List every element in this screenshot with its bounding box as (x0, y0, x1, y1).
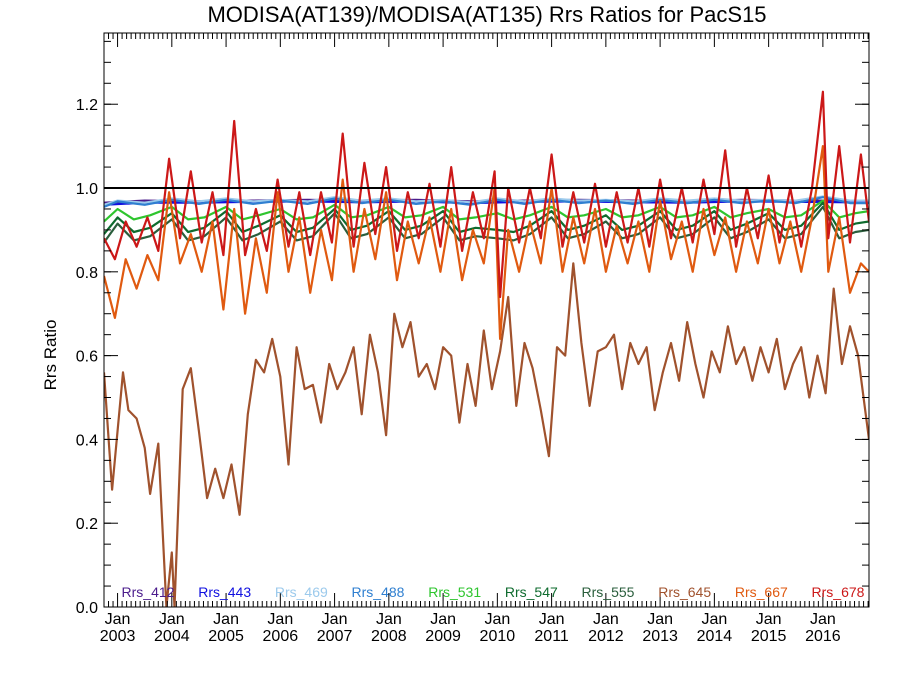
x-tick-label-year: 2004 (154, 628, 190, 645)
series-line-rrs-469 (104, 195, 869, 206)
legend-entry-rrs-531: Rrs_531 (428, 584, 481, 600)
y-tick-label: 0.2 (76, 516, 98, 533)
x-tick-label-year: 2015 (751, 628, 787, 645)
y-tick-label: 0.8 (76, 265, 98, 282)
legend-entry-rrs-488: Rrs_488 (352, 584, 405, 600)
x-tick-label-year: 2007 (317, 628, 353, 645)
legend-entry-rrs-645: Rrs_645 (658, 584, 711, 600)
legend-entry-rrs-412: Rrs_412 (122, 584, 175, 600)
x-tick-label-month: Jan (267, 611, 293, 628)
x-tick-label-year: 2009 (425, 628, 461, 645)
x-tick-label-month: Jan (430, 611, 456, 628)
y-tick-label: 0.6 (76, 349, 98, 366)
legend-entry-rrs-469: Rrs_469 (275, 584, 328, 600)
legend-entry-rrs-555: Rrs_555 (582, 584, 635, 600)
x-tick-label-year: 2003 (100, 628, 136, 645)
y-axis-title: Rrs Ratio (41, 320, 60, 391)
x-tick-label-year: 2016 (805, 628, 841, 645)
legend-entry-rrs-443: Rrs_443 (198, 584, 251, 600)
legend: Rrs_412 Rrs_443 Rrs_469 Rrs_488 Rrs_531 Rrs_5… (122, 584, 865, 600)
y-tick-label: 1.0 (76, 181, 98, 198)
series-line-rrs-488 (104, 196, 869, 208)
x-tick-label-month: Jan (159, 611, 185, 628)
x-tick-label-month: Jan (539, 611, 565, 628)
x-tick-label-month: Jan (701, 611, 727, 628)
x-tick-label-month: Jan (105, 611, 131, 628)
plot-frame (103, 32, 870, 608)
y-tick-label: 1.2 (76, 97, 98, 114)
x-tick-label-month: Jan (647, 611, 673, 628)
legend-entry-rrs-547: Rrs_547 (505, 584, 558, 600)
x-tick-label-month: Jan (484, 611, 510, 628)
series-line-rrs-547 (104, 201, 869, 235)
y-tick-label: 0.4 (76, 432, 98, 449)
x-tick-label-year: 2013 (642, 628, 678, 645)
x-tick-label-month: Jan (376, 611, 402, 628)
x-tick-label-year: 2014 (697, 628, 733, 645)
series-line-rrs-667 (104, 145, 869, 340)
x-tick-label-month: Jan (322, 611, 348, 628)
x-tick-label-month: Jan (756, 611, 782, 628)
x-tick-label-year: 2010 (480, 628, 516, 645)
x-tick-label-month: Jan (213, 611, 239, 628)
x-tick-label-year: 2012 (588, 628, 624, 645)
axes-layer: 0.00.20.40.60.81.01.2Jan2003Jan2004Jan20… (76, 32, 870, 645)
x-tick-label-year: 2008 (371, 628, 407, 645)
y-tick-label: 0.0 (76, 600, 98, 617)
x-tick-label-year: 2006 (263, 628, 299, 645)
chart-title: MODISA(AT139)/MODISA(AT135) Rrs Ratios f… (207, 2, 766, 27)
series-line-rrs-645 (104, 262, 869, 607)
x-tick-label-year: 2005 (208, 628, 244, 645)
series-layer (104, 90, 869, 607)
x-tick-label-year: 2011 (534, 628, 569, 645)
legend-entry-rrs-678: Rrs_678 (812, 584, 865, 600)
legend-entry-rrs-667: Rrs_667 (735, 584, 788, 600)
x-tick-label-month: Jan (593, 611, 619, 628)
x-tick-label-month: Jan (810, 611, 836, 628)
